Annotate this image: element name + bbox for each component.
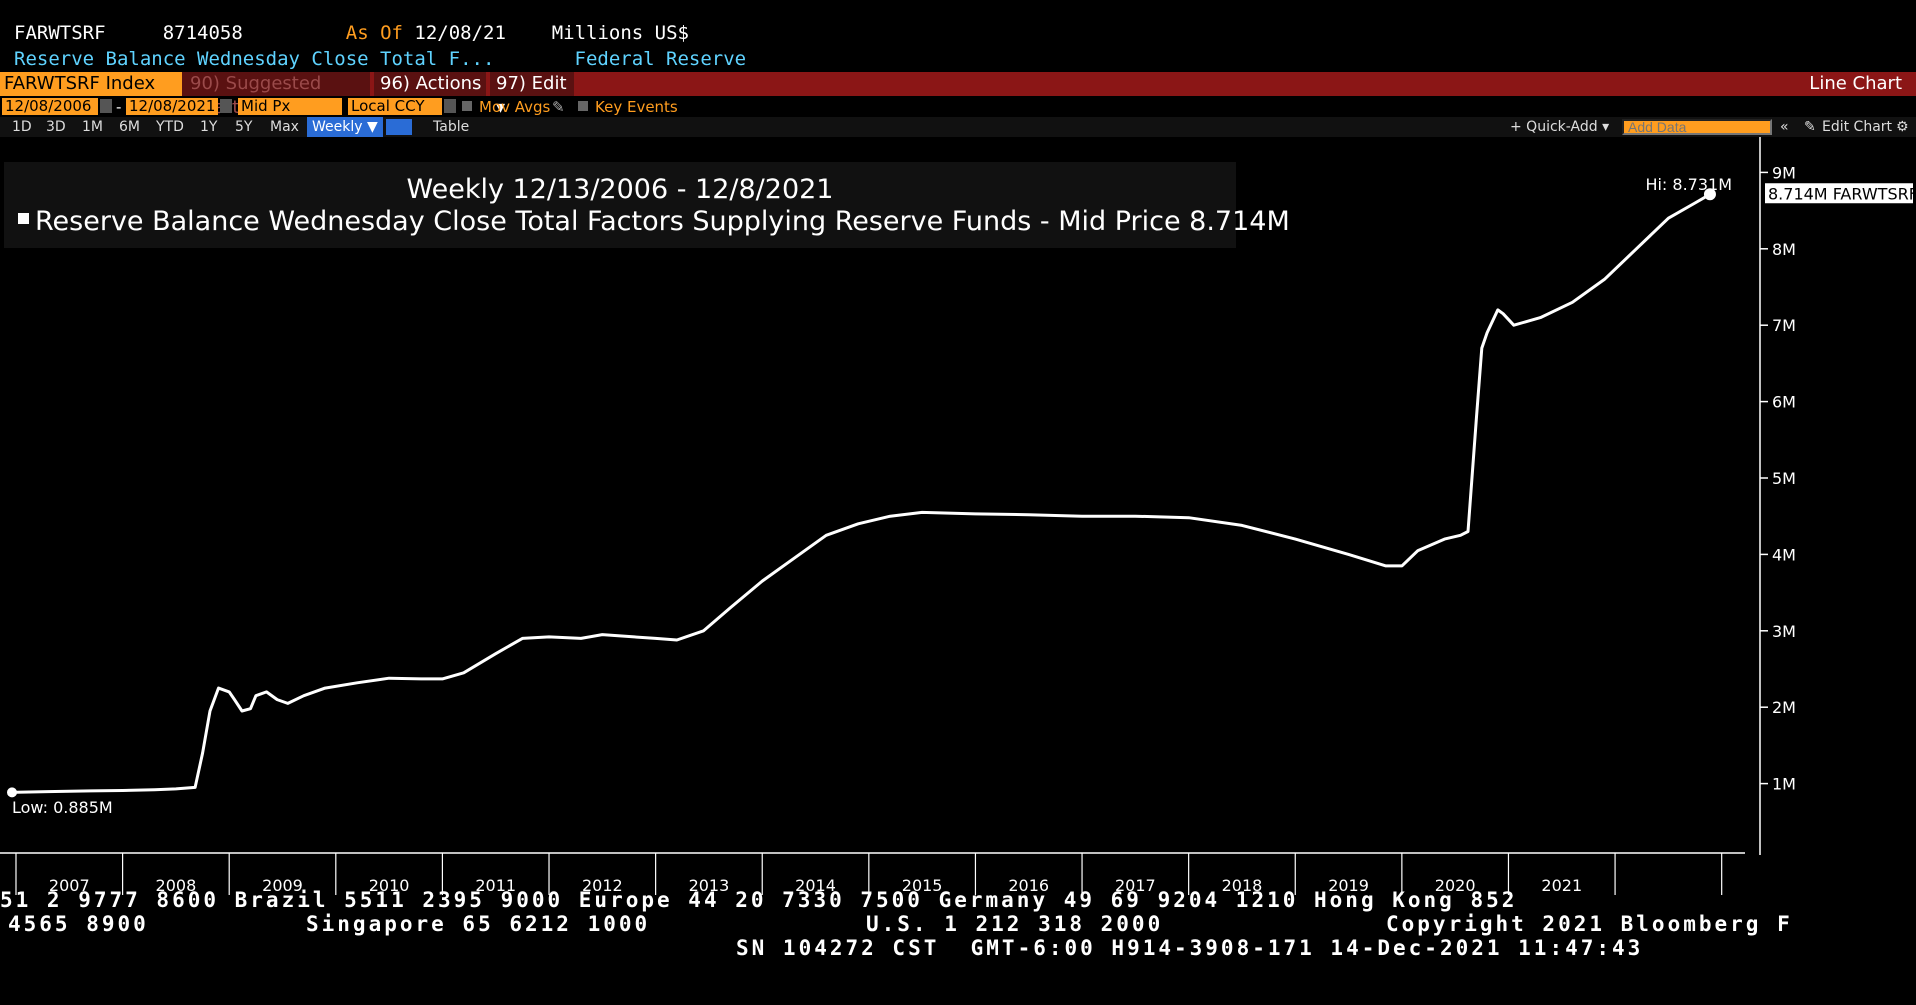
- edit-chart-button[interactable]: Edit Chart: [1822, 119, 1893, 135]
- last-value-tag: 8.714M FARWTSRF: [1768, 184, 1916, 203]
- key-events-label: Key Events: [595, 98, 678, 116]
- currency-select[interactable]: Local CCY: [348, 98, 442, 115]
- legend-last-value: 8.714M: [1189, 206, 1290, 237]
- chart-title: Weekly 12/13/2006 - 12/8/2021: [406, 174, 834, 205]
- chart-style-icon[interactable]: [386, 119, 412, 135]
- y-tick-label: 1M: [1772, 775, 1796, 794]
- last-value-tag-bg: [1765, 183, 1913, 204]
- date-dash: -: [116, 98, 122, 116]
- security-description-row: Reserve Balance Wednesday Close Total F.…: [14, 48, 746, 70]
- legend-entry: Reserve Balance Wednesday Close Total Fa…: [18, 206, 1290, 237]
- end-date-field[interactable]: 12/08/2021: [126, 98, 218, 115]
- range-bar: 1D 3D 1M 6M YTD 1Y 5Y Max Weekly ▼ Table…: [0, 117, 1916, 137]
- x-tick-label: 2017: [1115, 876, 1156, 895]
- x-tick-label: 2019: [1328, 876, 1369, 895]
- x-tick-label: 2011: [475, 876, 516, 895]
- y-tick-label: 2M: [1772, 698, 1796, 717]
- chevron-down-icon[interactable]: [444, 99, 456, 113]
- quick-add-button[interactable]: + Quick-Add ▾: [1510, 119, 1610, 135]
- x-tick-label: 2014: [795, 876, 836, 895]
- y-axis: 1M 2M 3M 4M 5M 6M 7M 8M 9M: [1759, 137, 1796, 855]
- data-source: Federal Reserve: [574, 48, 747, 70]
- x-tick-label: 2009: [262, 876, 303, 895]
- x-tick-label: 2010: [369, 876, 410, 895]
- legend-swatch: [18, 213, 29, 224]
- x-tick-label: 2020: [1435, 876, 1476, 895]
- footer-line-2a: 4565 8900: [8, 912, 149, 936]
- y-tick-label: 5M: [1772, 469, 1796, 488]
- calendar-icon[interactable]: [100, 99, 112, 113]
- high-annotation: Hi: 8.731M: [1645, 175, 1732, 194]
- y-tick-label: 9M: [1772, 163, 1796, 182]
- high-point-marker: [1703, 188, 1716, 201]
- collapse-icon[interactable]: «: [1780, 119, 1789, 135]
- range-3d[interactable]: 3D: [46, 119, 66, 135]
- x-tick-label: 2016: [1008, 876, 1049, 895]
- price-field-select[interactable]: Mid Px: [238, 98, 342, 115]
- pencil-icon[interactable]: ✎: [1804, 119, 1816, 135]
- security-header: FARWTSRF 8714058 As Of 12/08/21 Millions…: [14, 22, 689, 44]
- frequency-select[interactable]: Weekly ▼: [307, 117, 383, 137]
- mov-avgs-label: Mov Avgs: [479, 98, 551, 116]
- series-line: [10, 193, 1711, 794]
- x-tick-label: 2018: [1222, 876, 1263, 895]
- x-axis: 2007 2008 2009 2010 2011 2012 2013 2014 2015 2016…: [0, 852, 1745, 895]
- range-max[interactable]: Max: [270, 119, 299, 135]
- pencil-icon[interactable]: ✎: [552, 98, 565, 116]
- range-ytd[interactable]: YTD: [156, 119, 184, 135]
- range-5y[interactable]: 5Y: [235, 119, 253, 135]
- y-tick-label: 4M: [1772, 545, 1796, 564]
- legend-series-name: Reserve Balance Wednesday Close Total Fa…: [35, 206, 1181, 237]
- chart-legend: Weekly 12/13/2006 - 12/8/2021 Reserve Ba…: [4, 162, 1290, 248]
- as-of-date: 12/08/21: [414, 22, 506, 44]
- security-description: Reserve Balance Wednesday Close Total F.…: [14, 48, 495, 70]
- y-tick-label: 6M: [1772, 393, 1796, 412]
- range-6m[interactable]: 6M: [119, 119, 140, 135]
- footer-line-1: 51 2 9777 8600 Brazil 5511 2395 9000 Eur…: [0, 888, 1518, 912]
- add-data-input[interactable]: [1622, 119, 1772, 135]
- edit-menu[interactable]: 97) Edit ▾: [490, 72, 574, 118]
- ticker: FARWTSRF: [14, 22, 106, 44]
- x-tick-label: 2015: [902, 876, 943, 895]
- last-value: 8714058: [162, 22, 243, 44]
- x-tick-label: 2008: [156, 876, 197, 895]
- range-1y[interactable]: 1Y: [200, 119, 218, 135]
- as-of-label: As Of: [345, 22, 403, 44]
- chart-type-label: Line Chart: [1809, 73, 1902, 94]
- table-button[interactable]: Table: [433, 119, 470, 135]
- gear-icon[interactable]: ⚙: [1896, 119, 1909, 135]
- low-annotation: Low: 0.885M: [12, 798, 113, 817]
- footer-line-2c: U.S. 1 212 318 2000: [866, 912, 1164, 936]
- units: Millions US$: [551, 22, 689, 44]
- x-tick-label: 2012: [582, 876, 623, 895]
- footer-line-2b: Singapore 65 6212 1000: [306, 912, 651, 936]
- range-1m[interactable]: 1M: [82, 119, 103, 135]
- key-events-checkbox[interactable]: [578, 101, 588, 111]
- x-tick-label: 2013: [689, 876, 730, 895]
- chart-controls: 12/08/2006 - 12/08/2021 Mid Px Local CCY…: [0, 97, 1916, 117]
- footer-line-3: SN 104272 CST GMT-6:00 H914-3908-171 14-…: [736, 936, 1644, 960]
- y-tick-label: 3M: [1772, 622, 1796, 641]
- low-point-marker: [7, 787, 17, 798]
- calendar-icon[interactable]: [220, 99, 232, 113]
- x-tick-label: 2021: [1541, 876, 1582, 895]
- y-tick-label: 8M: [1772, 240, 1796, 259]
- mov-avgs-checkbox[interactable]: [462, 101, 472, 111]
- actions-menu[interactable]: 96) Actions ▾: [374, 72, 486, 118]
- y-tick-label: 7M: [1772, 316, 1796, 335]
- index-field[interactable]: FARWTSRF Index: [0, 72, 182, 96]
- range-1d[interactable]: 1D: [12, 119, 32, 135]
- x-tick-label: 2007: [49, 876, 90, 895]
- start-date-field[interactable]: 12/08/2006: [2, 98, 98, 115]
- footer-line-2d: Copyright 2021 Bloomberg F: [1386, 912, 1793, 936]
